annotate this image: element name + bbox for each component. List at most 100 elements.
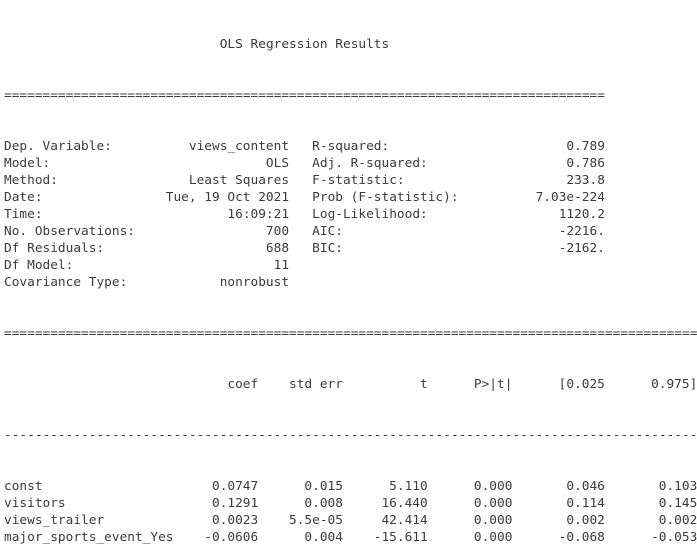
info-row-label: Prob (F-statistic): (312, 190, 459, 205)
info-row-left-half: Covariance Type: nonrobust (4, 274, 289, 291)
coef-cell-t: -15.611 (373, 530, 428, 545)
info-row-left-half: Df Residuals: 688 (4, 240, 289, 257)
info-row-label: F-statistic: (312, 173, 405, 188)
coef-cell-p-value: 0.000 (473, 479, 513, 494)
info-row-label: Adj. R-squared: (312, 156, 428, 171)
coef-row-name: visitors (4, 496, 66, 511)
coef-row-name: major_sports_event_Yes (4, 530, 174, 545)
info-row-label: Model: (4, 156, 51, 171)
info-row-label: Date: (4, 190, 43, 205)
separator-line: ========================================… (4, 326, 697, 341)
info-row-left-half: Dep. Variable: views_content (4, 138, 289, 155)
coef-cell-coef: 0.0747 (211, 479, 259, 494)
info-row-value: 16:09:21 (227, 207, 290, 222)
info-row-label: No. Observations: (4, 224, 135, 239)
info-row-label: AIC: (312, 224, 343, 239)
info-row-value: views_content (188, 139, 290, 154)
info-row: Time: 16:09:21 Log-Likelihood: 1120.2 (4, 206, 605, 223)
info-row-value: 233.8 (566, 173, 605, 188)
coef-header-ci-low: [0.025 (558, 377, 605, 392)
info-row-label: Dep. Variable: (4, 139, 112, 154)
coef-header-name-spacer (4, 376, 173, 393)
coef-cell-coef: -0.0606 (204, 530, 259, 545)
coef-table-body: const 0.0747 0.015 5.110 0.000 0.046 0.103 visi… (4, 478, 697, 545)
coef-cell-std-err: 5.5e-05 (289, 513, 343, 528)
coef-header-std-err: std err (289, 377, 343, 392)
coef-cell-std-err: 0.008 (304, 496, 343, 511)
coef-cell-ci-low: 0.002 (566, 513, 605, 528)
info-row: Date: Tue, 19 Oct 2021 Prob (F-statistic):… (4, 189, 605, 206)
info-row-label: Df Model: (4, 258, 74, 273)
info-row-right-half (312, 274, 605, 291)
info-row-value: 11 (273, 258, 290, 273)
info-row-value: Least Squares (188, 173, 290, 188)
dashed-separator-line: ----------------------------------------… (4, 428, 697, 443)
info-row-right-half: BIC: -2162. (312, 240, 605, 257)
info-row-value: 0.786 (566, 156, 605, 171)
info-row-label: Method: (4, 173, 58, 188)
coef-cell-coef: 0.0023 (211, 513, 259, 528)
info-row-value: 0.789 (566, 139, 605, 154)
info-table: Dep. Variable: views_content R-squared: 0.7… (4, 138, 697, 291)
info-row-right-half: Log-Likelihood: 1120.2 (312, 206, 605, 223)
coef-row: views_trailer 0.0023 5.5e-05 42.414 0.000 0.0… (4, 512, 697, 529)
info-row: Df Residuals: 688 BIC: -2162. (4, 240, 605, 257)
info-row: Method: Least Squares F-statistic: 233.8 (4, 172, 605, 189)
coef-row-name: views_trailer (4, 513, 105, 528)
info-row-right-half: Prob (F-statistic): 7.03e-224 (312, 189, 605, 206)
coef-header-t: t (419, 377, 428, 392)
coef-header-row: coef std err t P>|t| [0.025 0.975] (4, 376, 697, 393)
separator-line: ========================================… (4, 88, 605, 103)
info-row-label: Time: (4, 207, 43, 222)
info-row: Covariance Type: nonrobust (4, 274, 605, 291)
info-row-left-half: Model: OLS (4, 155, 289, 172)
coef-cell-ci-high: 0.002 (658, 513, 697, 528)
info-row-value: 1120.2 (558, 207, 605, 222)
coef-cell-ci-high: 0.145 (658, 496, 697, 511)
info-row-right-half (312, 257, 605, 274)
info-row-left-half: Method: Least Squares (4, 172, 289, 189)
coef-cell-p-value: 0.000 (473, 496, 513, 511)
info-row-left-half: Date: Tue, 19 Oct 2021 (4, 189, 289, 206)
info-row: No. Observations: 700 AIC: -2216. (4, 223, 605, 240)
coef-header-ci-high: 0.975] (651, 377, 697, 392)
coef-cell-p-value: 0.000 (473, 530, 513, 545)
info-row: Model: OLS Adj. R-squared: 0.786 (4, 155, 605, 172)
info-row-value: 688 (265, 241, 290, 256)
coef-cell-std-err: 0.015 (304, 479, 343, 494)
info-row: Df Model: 11 (4, 257, 605, 274)
coef-cell-std-err: 0.004 (304, 530, 343, 545)
coef-cell-t: 5.110 (389, 479, 428, 494)
summary-title: OLS Regression Results (219, 37, 390, 52)
coef-header-p-value: P>|t| (473, 377, 513, 392)
coef-cell-t: 42.414 (381, 513, 428, 528)
info-row-value: nonrobust (219, 275, 290, 290)
info-row-label: BIC: (312, 241, 343, 256)
info-row-label: Df Residuals: (4, 241, 105, 256)
coef-cell-ci-high: 0.103 (658, 479, 697, 494)
info-row-left-half: Df Model: 11 (4, 257, 289, 274)
coef-row: major_sports_event_Yes -0.0606 0.004 -15.61… (4, 529, 697, 545)
coef-row-name: const (4, 479, 43, 494)
coef-cell-ci-high: -0.053 (651, 530, 697, 545)
coef-header-coef: coef (227, 377, 259, 392)
info-row-label: R-squared: (312, 139, 390, 154)
info-row-right-half: F-statistic: 233.8 (312, 172, 605, 189)
info-row-value: OLS (265, 156, 290, 171)
info-row-value: -2162. (558, 241, 605, 256)
coef-row: visitors 0.1291 0.008 16.440 0.000 0.114 0.145 (4, 495, 697, 512)
info-row: Dep. Variable: views_content R-squared: 0.7… (4, 138, 605, 155)
coef-cell-ci-low: 0.046 (566, 479, 605, 494)
info-row-right-half: AIC: -2216. (312, 223, 605, 240)
info-row-label: Log-Likelihood: (312, 207, 428, 222)
coef-cell-ci-low: -0.068 (558, 530, 605, 545)
coef-cell-ci-low: 0.114 (566, 496, 605, 511)
coef-row: const 0.0747 0.015 5.110 0.000 0.046 0.103 (4, 478, 697, 495)
info-row-right-half: R-squared: 0.789 (312, 138, 605, 155)
info-row-value: -2216. (558, 224, 605, 239)
info-row-right-half: Adj. R-squared: 0.786 (312, 155, 605, 172)
info-row-value: Tue, 19 Oct 2021 (165, 190, 290, 205)
info-row-value: 7.03e-224 (535, 190, 605, 205)
info-row-label: Covariance Type: (4, 275, 128, 290)
